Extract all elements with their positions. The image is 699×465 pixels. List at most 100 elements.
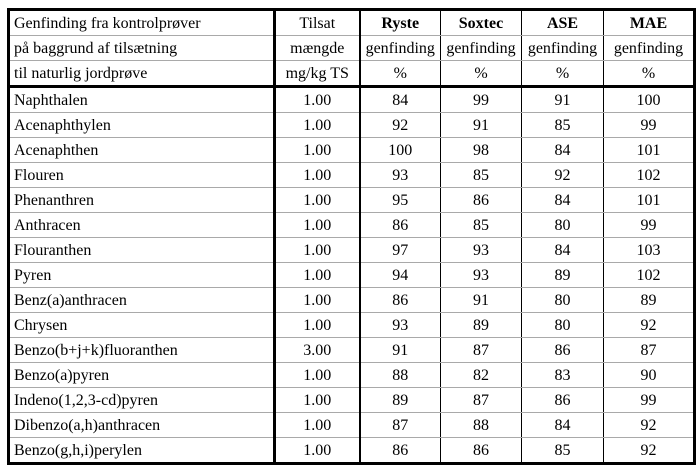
recovery-cell-ryste: 86 [359, 437, 441, 464]
added-amount-cell: 1.00 [274, 187, 361, 213]
recovery-cell-ryste: 91 [359, 337, 441, 363]
recovery-cell-ryste: 84 [359, 86, 441, 113]
recovery-cell-mae: 99 [603, 387, 695, 413]
added-amount-cell: 1.00 [274, 237, 361, 263]
table-row: Benzo(a)pyren 1.00 88 82 83 90 [8, 362, 695, 388]
recovery-cell-ase: 86 [521, 387, 604, 413]
table-row: Benzo(g,h,i)perylen 1.00 86 86 85 92 [8, 437, 695, 464]
recovery-cell-ase: 84 [521, 412, 604, 438]
compound-cell: Anthracen [8, 212, 276, 238]
recovery-cell-ryste: 94 [359, 262, 441, 288]
recovery-cell-soxtec: 85 [440, 212, 522, 238]
method-sublabel-ase: genfinding [521, 35, 604, 61]
recovery-cell-ryste: 93 [359, 162, 441, 188]
table-row: Flouren 1.00 93 85 92 102 [8, 162, 695, 188]
recovery-cell-soxtec: 87 [440, 387, 522, 413]
added-amount-cell: 3.00 [274, 337, 361, 363]
compound-cell: Chrysen [8, 312, 276, 338]
recovery-cell-soxtec: 93 [440, 237, 522, 263]
compound-cell: Acenaphthylen [8, 112, 276, 138]
compound-cell: Flouren [8, 162, 276, 188]
added-amount-cell: 1.00 [274, 362, 361, 388]
compound-cell: Benzo(g,h,i)perylen [8, 437, 276, 464]
recovery-cell-ase: 89 [521, 262, 604, 288]
recovery-cell-mae: 100 [603, 86, 695, 113]
recovery-cell-ryste: 86 [359, 212, 441, 238]
method-sublabel-soxtec: genfinding [440, 35, 522, 61]
table-row: Benz(a)anthracen 1.00 86 91 80 89 [8, 287, 695, 313]
recovery-cell-soxtec: 87 [440, 337, 522, 363]
recovery-cell-ase: 91 [521, 86, 604, 113]
recovery-cell-soxtec: 86 [440, 187, 522, 213]
recovery-cell-ryste: 88 [359, 362, 441, 388]
recovery-cell-ase: 84 [521, 237, 604, 263]
added-amount-cell: 1.00 [274, 287, 361, 313]
recovery-cell-mae: 92 [603, 412, 695, 438]
method-unit-mae: % [603, 60, 695, 88]
compound-cell: Benzo(a)pyren [8, 362, 276, 388]
recovery-cell-soxtec: 91 [440, 287, 522, 313]
table-row: Flouranthen 1.00 97 93 84 103 [8, 237, 695, 263]
recovery-cell-ryste: 86 [359, 287, 441, 313]
table-row: Acenaphthylen 1.00 92 91 85 99 [8, 112, 695, 138]
recovery-cell-soxtec: 86 [440, 437, 522, 464]
recovery-cell-mae: 92 [603, 312, 695, 338]
table-header: Genfinding fra kontrolprøver Tilsat Ryst… [8, 9, 695, 88]
table-row: Chrysen 1.00 93 89 80 92 [8, 312, 695, 338]
table-title-line-1: Genfinding fra kontrolprøver [8, 9, 276, 36]
method-header-ryste: Ryste [359, 9, 441, 36]
recovery-cell-ryste: 100 [359, 137, 441, 163]
table-row: Phenanthren 1.00 95 86 84 101 [8, 187, 695, 213]
table-row: Pyren 1.00 94 93 89 102 [8, 262, 695, 288]
added-amount-cell: 1.00 [274, 312, 361, 338]
compound-cell: Naphthalen [8, 86, 276, 113]
compound-cell: Acenaphthen [8, 137, 276, 163]
recovery-cell-ase: 86 [521, 337, 604, 363]
recovery-cell-mae: 99 [603, 112, 695, 138]
table-body: Naphthalen 1.00 84 99 91 100 Acenaphthylen 1.00… [8, 86, 695, 464]
recovery-cell-ase: 84 [521, 187, 604, 213]
recovery-cell-mae: 101 [603, 137, 695, 163]
recovery-cell-soxtec: 98 [440, 137, 522, 163]
recovery-cell-mae: 89 [603, 287, 695, 313]
recovery-cell-ryste: 95 [359, 187, 441, 213]
recovery-cell-mae: 92 [640, 441, 657, 459]
table-row: Benzo(b+j+k)fluoranthen 3.00 91 87 86 87 [8, 337, 695, 363]
added-amount-cell: 1.00 [274, 137, 361, 163]
recovery-cell-ase: 80 [521, 312, 604, 338]
recovery-cell-soxtec: 82 [440, 362, 522, 388]
recovery-cell-soxtec: 99 [440, 86, 522, 113]
recovery-cell-ase: 83 [521, 362, 604, 388]
added-amount-cell: 1.00 [274, 387, 361, 413]
added-amount-cell: 1.00 [274, 112, 361, 138]
added-amount-cell: 1.00 [274, 212, 361, 238]
table-title-line-3: til naturlig jordprøve [8, 60, 276, 88]
added-amount-cell: 1.00 [274, 437, 361, 464]
compound-cell: Indeno(1,2,3-cd)pyren [8, 387, 276, 413]
compound-cell: Phenanthren [8, 187, 276, 213]
table-row: Anthracen 1.00 86 85 80 99 [8, 212, 695, 238]
recovery-cell-mae: 101 [603, 187, 695, 213]
method-sublabel-ryste: genfinding [359, 35, 441, 61]
recovery-cell-ase: 80 [521, 212, 604, 238]
method-sublabel-mae: genfinding [603, 35, 695, 61]
method-header-ase: ASE [521, 9, 604, 36]
header-row-2: på baggrund af tilsætning mængde genfind… [8, 35, 695, 61]
recovery-cell-mae: 87 [603, 337, 695, 363]
compound-cell: Flouranthen [8, 237, 276, 263]
method-header-mae: MAE [603, 9, 695, 36]
method-header-soxtec: Soxtec [440, 9, 522, 36]
recovery-cell-ase: 85 [521, 112, 604, 138]
added-amount-header-line-1: Tilsat [274, 9, 361, 36]
recovery-cell-soxtec: 88 [440, 412, 522, 438]
recovery-cell-mae: 90 [603, 362, 695, 388]
recovery-cell-ase: 85 [521, 437, 604, 464]
recovery-cell-ryste: 92 [359, 112, 441, 138]
compound-cell: Pyren [8, 262, 276, 288]
table-title-line-2: på baggrund af tilsætning [8, 35, 276, 61]
recovery-cell-ryste: 97 [359, 237, 441, 263]
recovery-cell-mae: 99 [603, 212, 695, 238]
added-amount-cell: 1.00 [274, 262, 361, 288]
added-amount-cell: 1.00 [274, 162, 361, 188]
recovery-cell-ryste: 89 [359, 387, 441, 413]
